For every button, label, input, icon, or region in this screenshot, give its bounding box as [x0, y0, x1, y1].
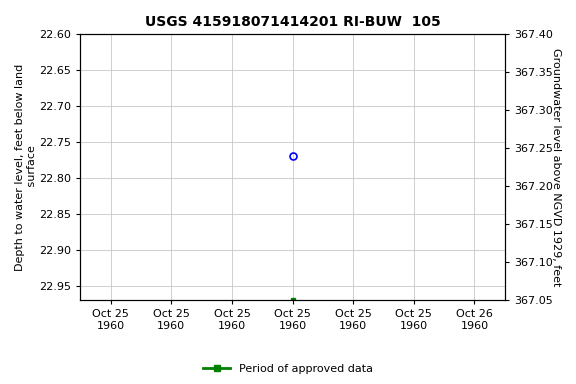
- Title: USGS 415918071414201 RI-BUW  105: USGS 415918071414201 RI-BUW 105: [145, 15, 441, 29]
- Y-axis label: Depth to water level, feet below land
 surface: Depth to water level, feet below land su…: [15, 63, 37, 271]
- Legend: Period of approved data: Period of approved data: [198, 359, 378, 379]
- Y-axis label: Groundwater level above NGVD 1929, feet: Groundwater level above NGVD 1929, feet: [551, 48, 561, 286]
